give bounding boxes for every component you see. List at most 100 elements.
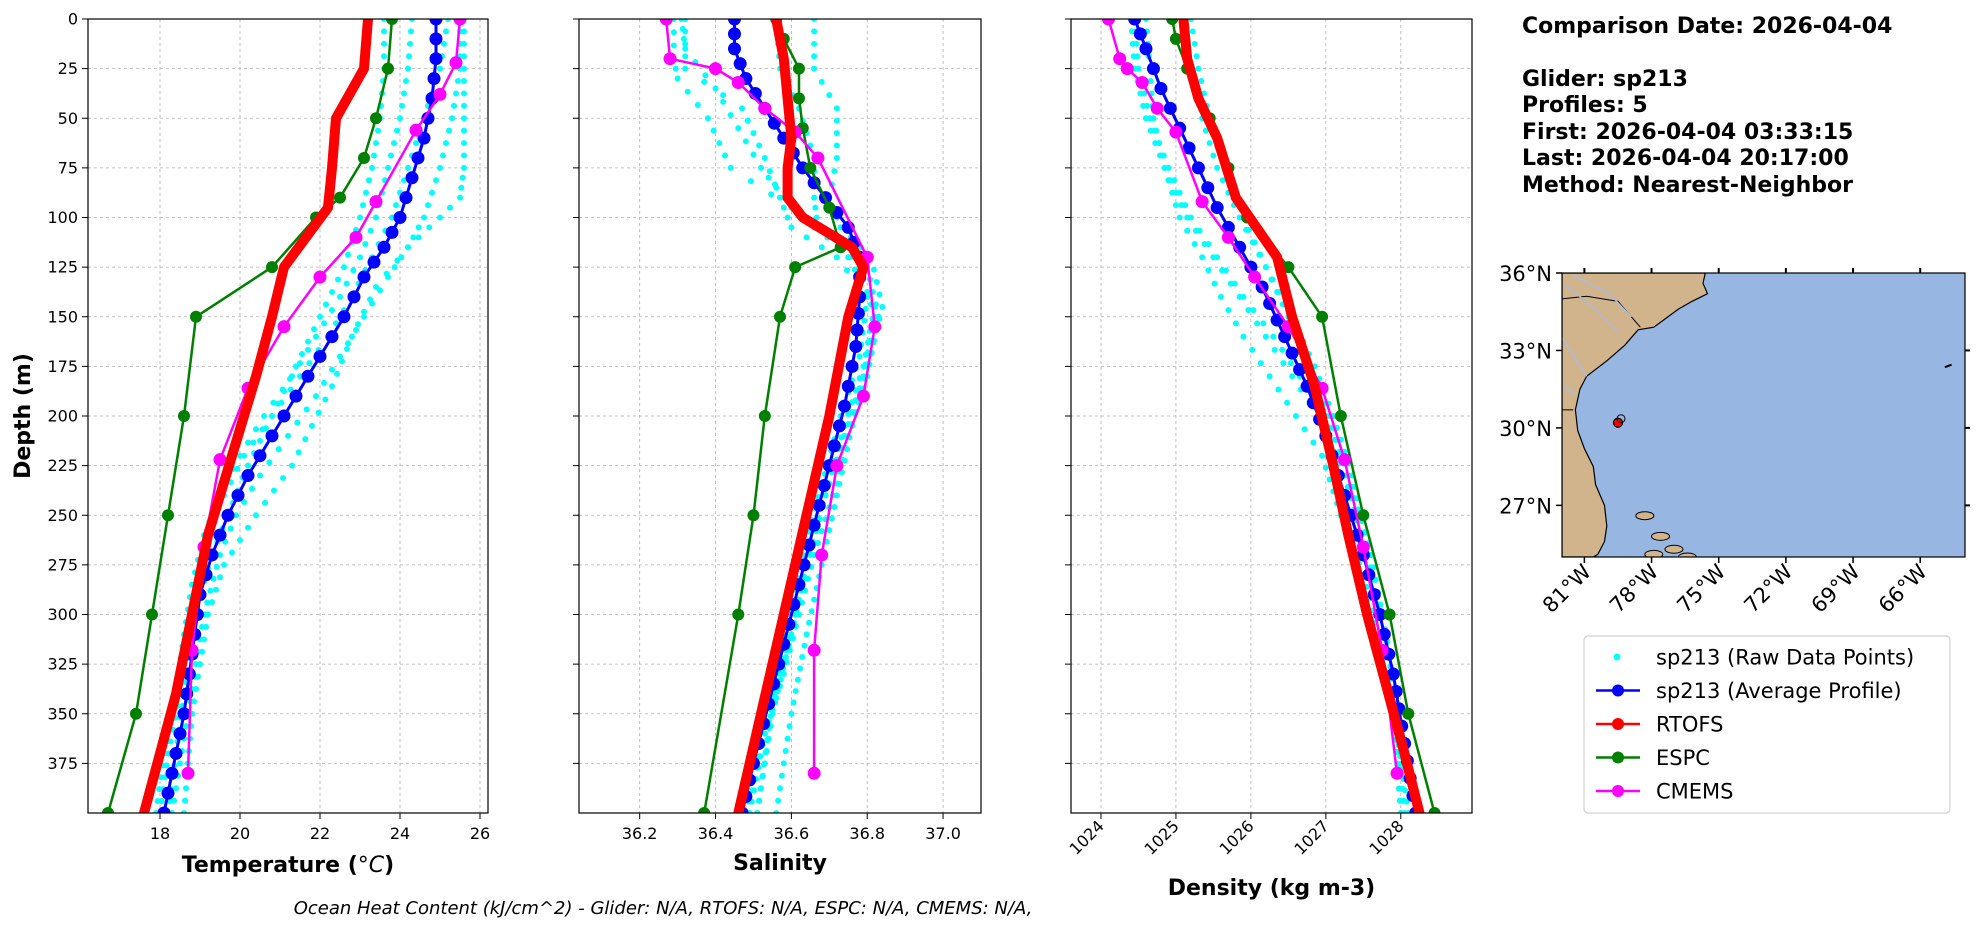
glider-marker xyxy=(1163,101,1177,115)
raw-data-point xyxy=(1214,164,1221,171)
raw-data-point xyxy=(362,240,369,247)
glider-marker xyxy=(1293,363,1307,377)
raw-data-point xyxy=(337,353,343,360)
y-tick-label: 50 xyxy=(58,109,78,128)
raw-data-point xyxy=(750,787,757,794)
raw-data-point xyxy=(1266,373,1273,380)
comparison-date: Comparison Date: 2026-04-04 xyxy=(1522,14,1893,39)
glider-marker xyxy=(313,349,327,363)
raw-data-point xyxy=(735,125,742,132)
river xyxy=(1572,274,1632,318)
raw-data-point xyxy=(833,105,840,112)
x-tick-label: 36.2 xyxy=(622,824,658,843)
raw-data-point xyxy=(670,29,677,36)
raw-data-point xyxy=(756,142,763,149)
raw-data-point xyxy=(1146,115,1153,122)
river xyxy=(1563,385,1576,395)
raw-data-point xyxy=(1133,40,1140,47)
raw-data-point xyxy=(1269,276,1276,283)
cmems-marker xyxy=(807,766,821,780)
glider-marker xyxy=(837,399,851,413)
first-time: First: 2026-04-04 03:33:15 xyxy=(1522,119,1854,145)
map-lon-label: 66°W xyxy=(1874,559,1932,617)
raw-data-point xyxy=(237,537,243,544)
raw-data-point xyxy=(727,164,734,171)
raw-data-point xyxy=(394,257,401,264)
y-tick-label: 125 xyxy=(47,258,78,277)
raw-data-point xyxy=(1143,102,1150,109)
raw-data-point xyxy=(862,351,869,358)
legend-label: CMEMS xyxy=(1656,780,1734,804)
espc-marker xyxy=(758,410,771,422)
glider-marker xyxy=(733,57,747,71)
raw-data-point xyxy=(1211,280,1218,287)
raw-data-point xyxy=(1219,177,1226,184)
raw-data-point xyxy=(757,753,764,760)
glider-marker xyxy=(411,151,425,165)
raw-data-point xyxy=(322,396,329,403)
cmems-marker xyxy=(830,459,844,473)
raw-data-point xyxy=(311,326,317,333)
raw-data-point xyxy=(289,462,295,469)
raw-data-point xyxy=(369,164,375,171)
raw-data-point xyxy=(210,575,217,582)
raw-data-point xyxy=(335,276,341,283)
raw-data-point xyxy=(777,785,783,792)
cmems-marker xyxy=(758,101,772,115)
raw-data-point xyxy=(1262,333,1269,340)
raw-data-point xyxy=(1134,53,1141,60)
raw-data-point xyxy=(280,475,286,482)
raw-data-point xyxy=(845,411,852,418)
raw-data-point xyxy=(765,735,772,742)
glider-marker xyxy=(1285,346,1299,360)
legend: sp213 (Raw Data Points) sp213 (Average Pr… xyxy=(1583,635,1951,814)
raw-data-point xyxy=(769,710,776,717)
raw-data-point xyxy=(818,244,825,251)
plot-area xyxy=(1101,19,1441,813)
y-tick-label: 250 xyxy=(47,506,78,525)
raw-data-point xyxy=(778,772,785,779)
raw-data-point xyxy=(204,599,211,606)
raw-data-point xyxy=(1142,19,1149,22)
raw-data-point xyxy=(429,189,435,196)
glider-marker xyxy=(807,518,821,532)
raw-data-point xyxy=(373,214,379,221)
raw-data-point xyxy=(1135,65,1142,72)
raw-data-point xyxy=(1210,152,1217,159)
raw-data-point xyxy=(1262,264,1269,271)
raw-data-point xyxy=(437,214,443,221)
glider-marker xyxy=(231,488,245,502)
legend-marker xyxy=(1612,751,1624,764)
raw-data-point xyxy=(321,379,327,386)
glider-marker xyxy=(1191,161,1205,175)
raw-data-point xyxy=(229,549,235,556)
espc-marker xyxy=(382,62,394,75)
raw-data-point xyxy=(722,152,729,159)
raw-data-point xyxy=(453,90,459,97)
raw-data-point xyxy=(684,88,691,95)
cmems-marker xyxy=(277,320,291,334)
cmems-marker xyxy=(1195,195,1209,209)
espc-marker xyxy=(1334,410,1347,422)
raw-data-point xyxy=(207,587,214,594)
x-tick-label: 37.0 xyxy=(925,824,961,843)
raw-data-point xyxy=(1232,320,1239,327)
raw-data-point xyxy=(1189,28,1196,35)
raw-data-point xyxy=(712,85,719,92)
raw-data-point xyxy=(334,370,340,377)
raw-data-point xyxy=(811,40,818,47)
raw-data-point xyxy=(828,515,835,522)
raw-data-point xyxy=(1287,360,1294,367)
raw-data-point xyxy=(313,393,319,400)
raw-data-point xyxy=(1301,426,1308,433)
raw-data-point xyxy=(1249,239,1256,246)
espc-marker xyxy=(162,509,174,522)
glider-marker xyxy=(405,171,419,185)
raw-data-point xyxy=(1202,127,1209,134)
raw-data-point xyxy=(1370,564,1377,571)
profile-panel-1: 18 20 22 24 26 0 25 50 75 100 125 150 175 200 225 250 27… xyxy=(11,10,490,879)
raw-data-point xyxy=(399,102,405,109)
raw-data-point xyxy=(1205,267,1212,274)
raw-data-point xyxy=(1184,227,1191,234)
bermuda xyxy=(1944,363,1952,369)
